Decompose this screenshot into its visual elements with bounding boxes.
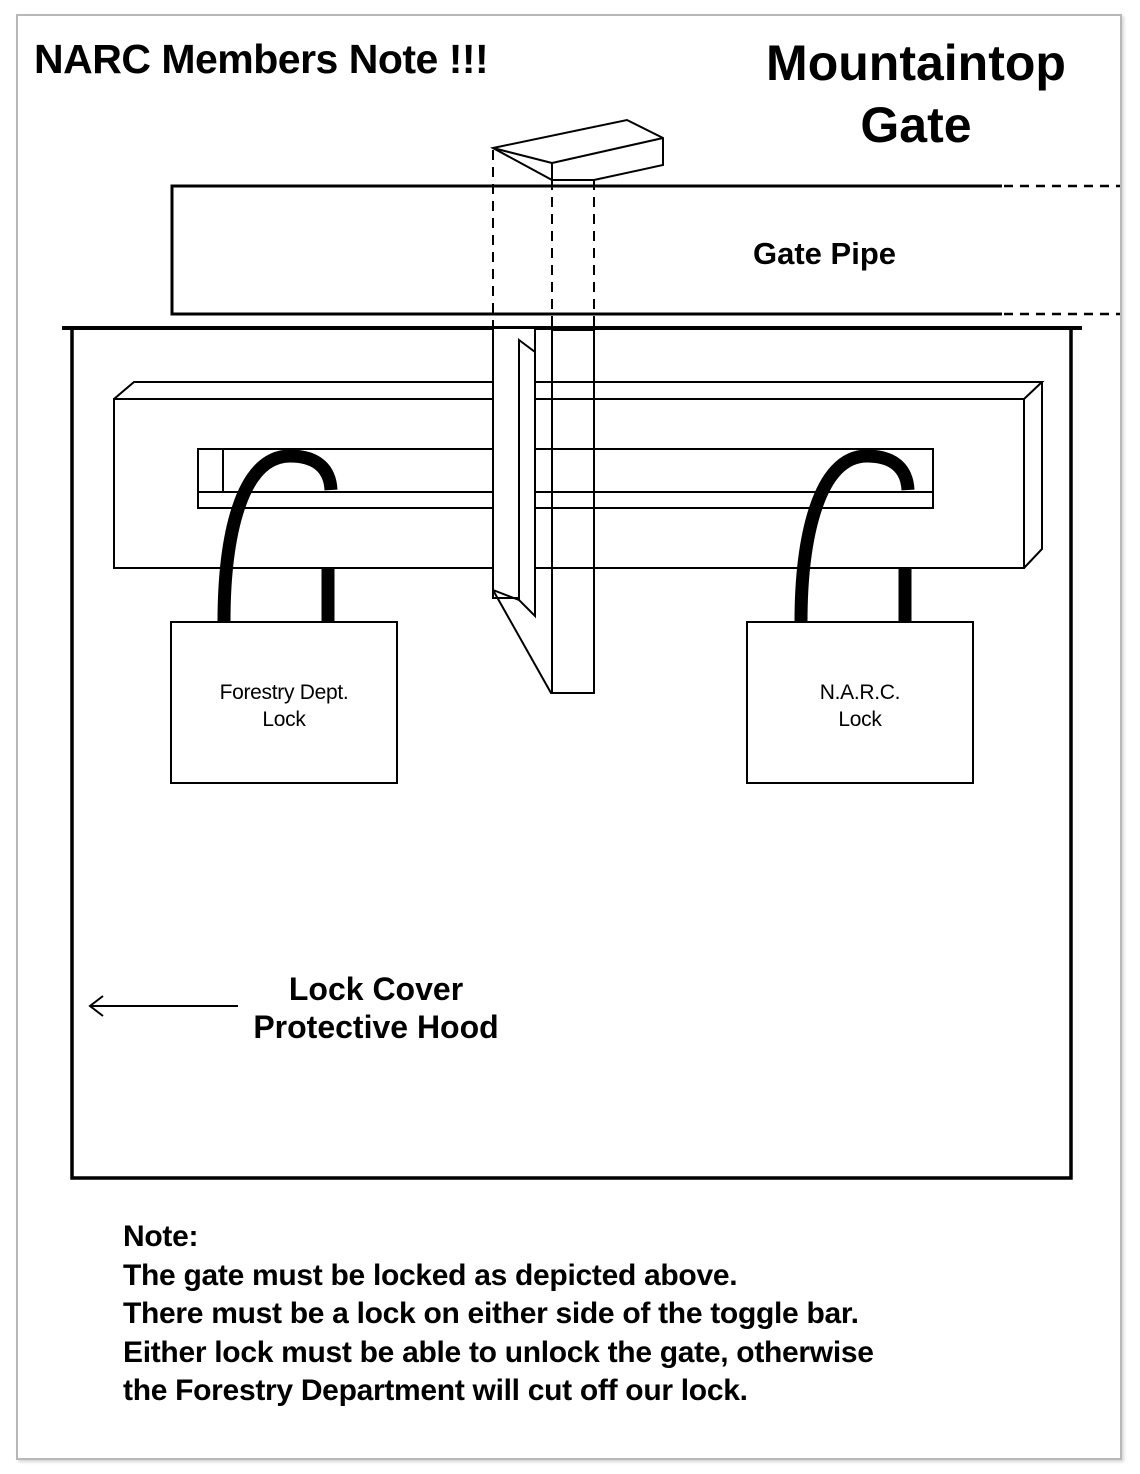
note-block: Note: The gate must be locked as depicte…: [123, 1218, 874, 1411]
toggle-bar-hidden-edges: [492, 150, 595, 330]
lock-label-line: Lock: [838, 708, 882, 731]
lock-label-line: N.A.R.C.: [819, 681, 901, 704]
page-title-left: NARC Members Note !!!: [34, 36, 489, 82]
right-lock-shackle: [794, 449, 915, 623]
page-frame: [16, 14, 1122, 1460]
right-lock-body: [746, 621, 974, 784]
title-line: Gate: [860, 97, 972, 153]
hood-label: Lock Cover Protective Hood: [240, 970, 512, 1046]
gate-pipe: [170, 184, 1120, 316]
toggle-bar: [492, 327, 595, 694]
title-line: Mountaintop: [766, 35, 1066, 91]
forestry-lock-label: Forestry Dept. Lock: [171, 679, 397, 733]
note-heading: Note:: [123, 1220, 199, 1253]
gate-pipe-label: Gate Pipe: [753, 236, 896, 271]
note-line: Either lock must be able to unlock the g…: [123, 1335, 874, 1369]
hood-arrow: [88, 995, 238, 1017]
note-line: The gate must be locked as depicted abov…: [123, 1258, 738, 1292]
protective-hood: [62, 326, 1082, 1180]
hood-label-line: Lock Cover: [288, 971, 464, 1007]
lock-label-line: Forestry Dept.: [219, 681, 349, 704]
hasp-bracket: [113, 381, 1045, 569]
left-lock-shackle: [217, 449, 338, 623]
toggle-bar-top: [490, 118, 664, 181]
note-line: the Forestry Department will cut off our…: [123, 1374, 748, 1407]
lock-label-line: Lock: [262, 708, 306, 731]
left-lock-body: [170, 621, 398, 784]
narc-lock-label: N.A.R.C. Lock: [747, 679, 973, 733]
note-line: There must be a lock on either side of t…: [123, 1297, 859, 1330]
hood-label-line: Protective Hood: [253, 1009, 499, 1045]
page-title-right: Mountaintop Gate: [740, 32, 1092, 156]
